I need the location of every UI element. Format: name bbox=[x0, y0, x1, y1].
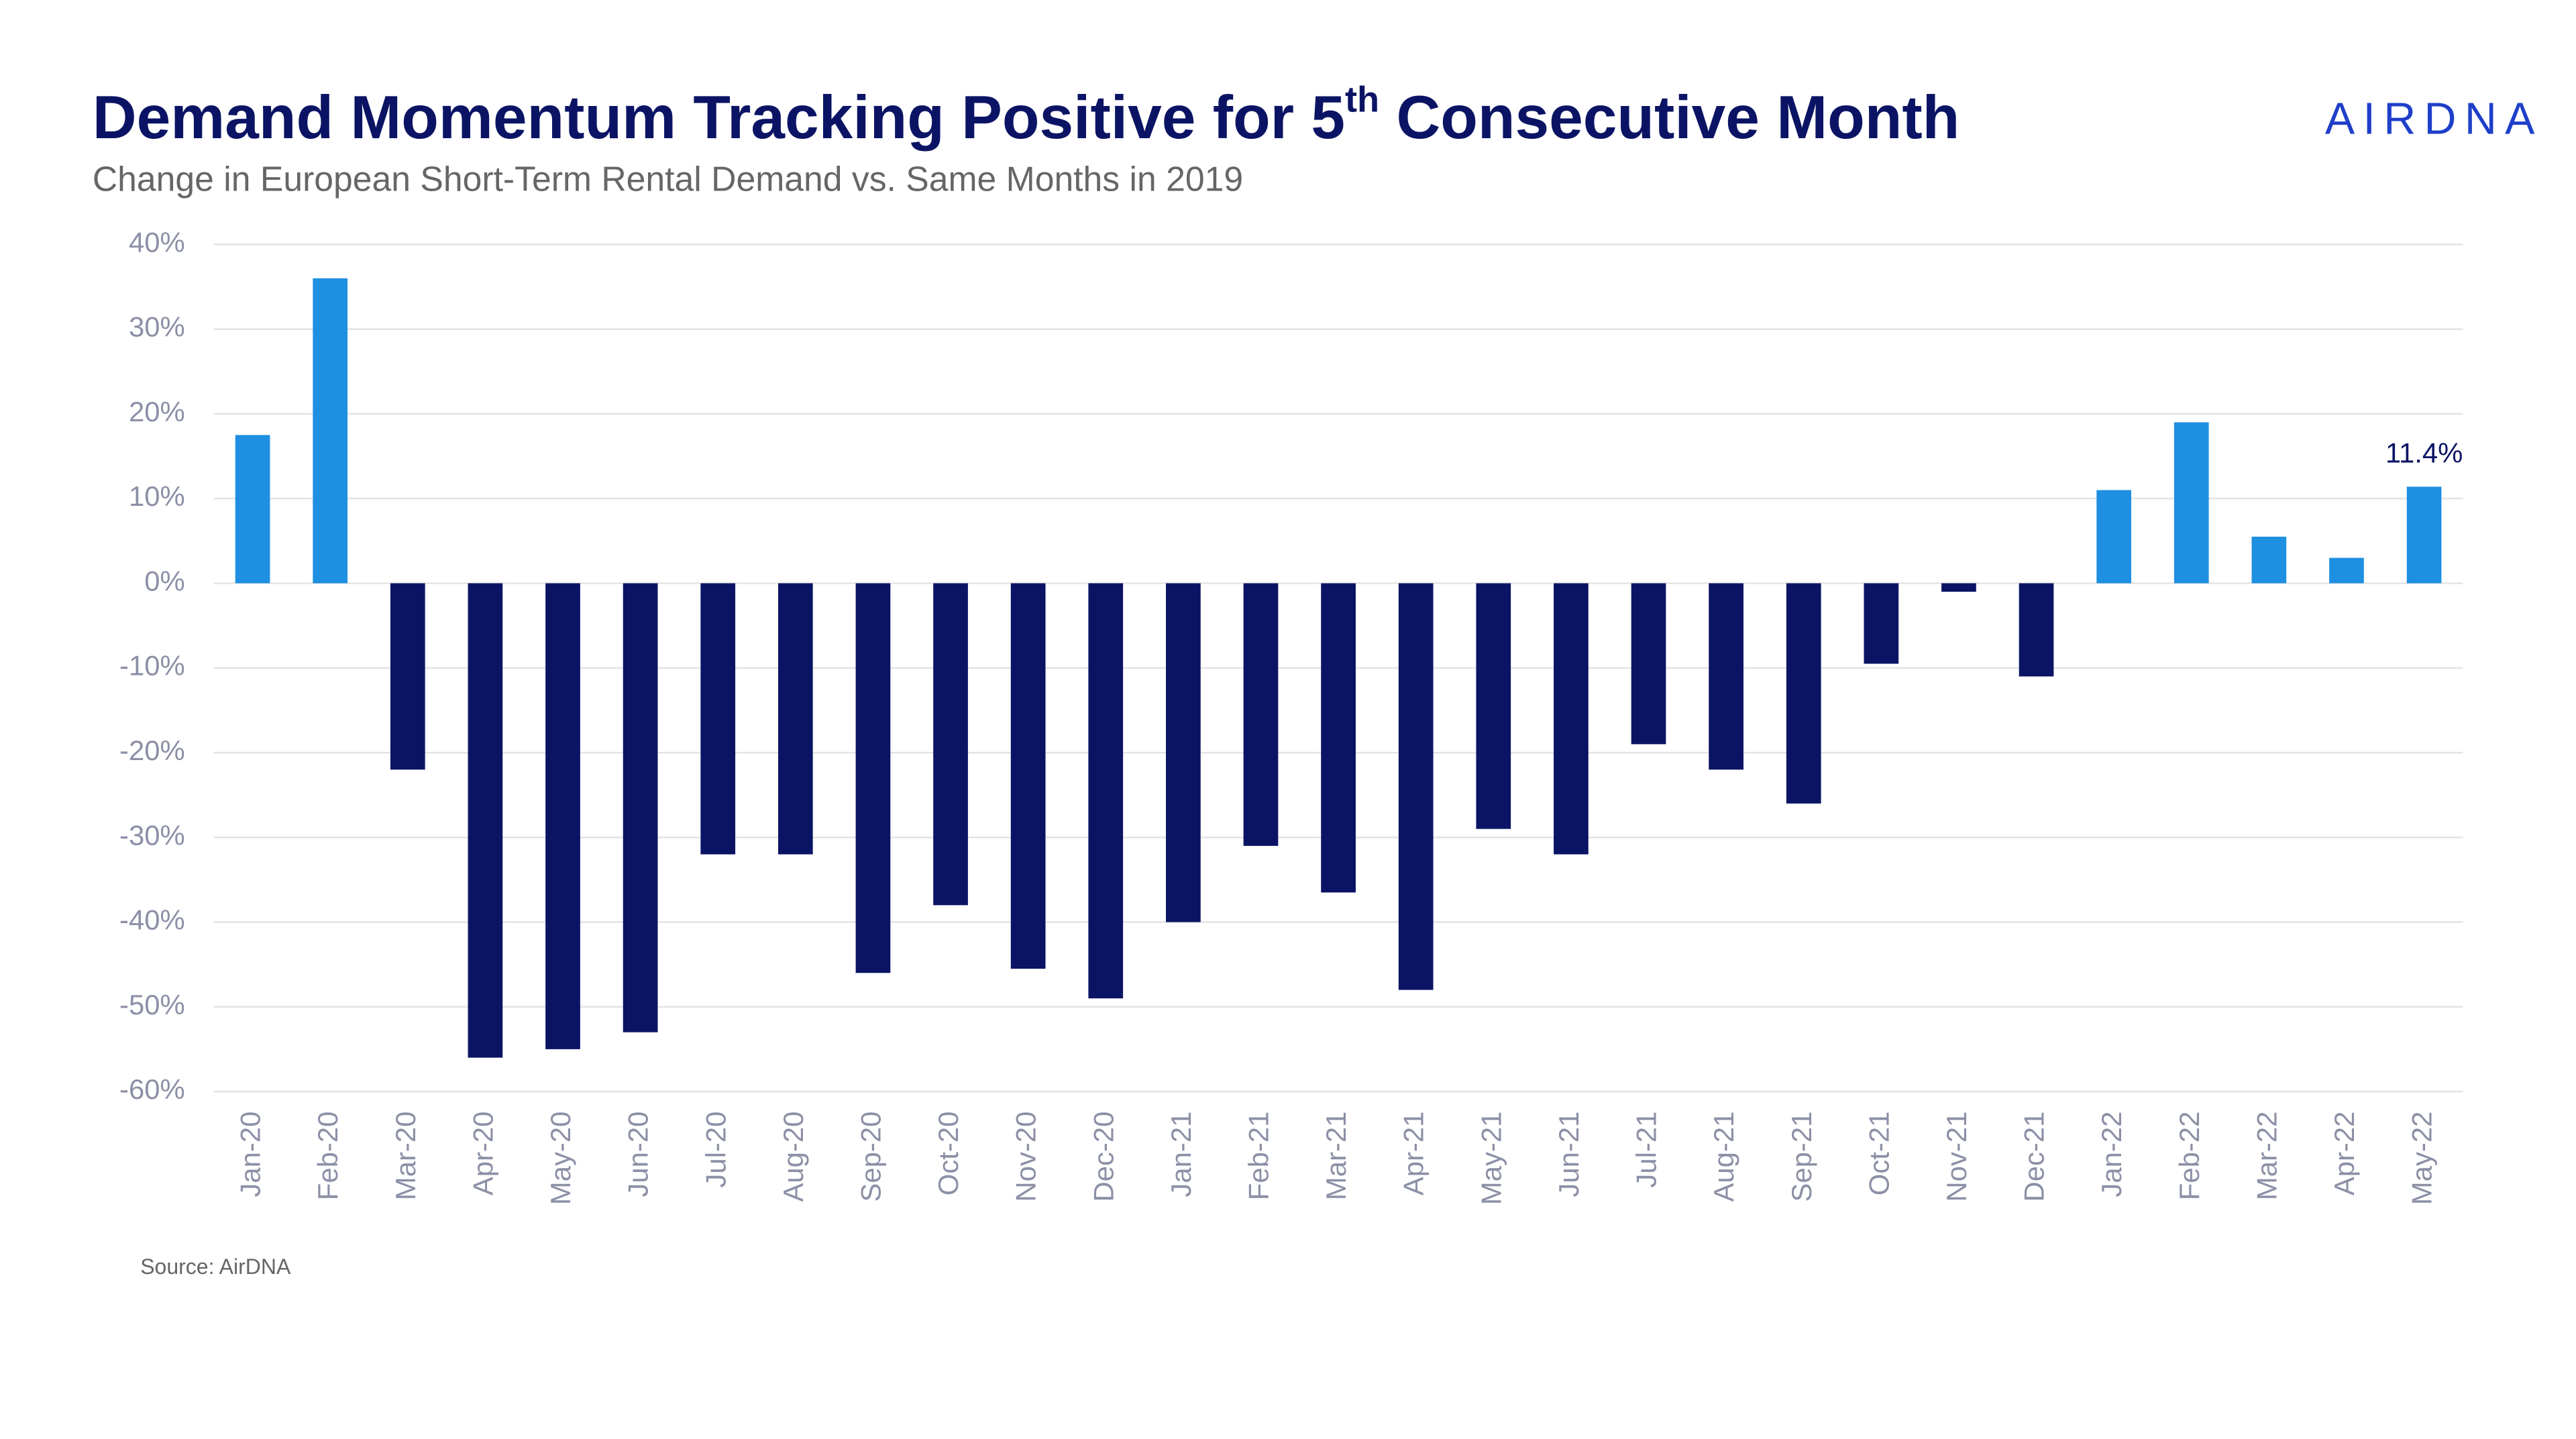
x-tick-label: Oct-21 bbox=[1863, 1112, 1894, 1196]
bar bbox=[1010, 583, 1046, 969]
y-tick-label: 20% bbox=[129, 396, 185, 427]
bar bbox=[545, 583, 580, 1049]
bar bbox=[1864, 583, 1899, 664]
x-tick-label: May-21 bbox=[1475, 1112, 1507, 1205]
bar bbox=[2251, 536, 2287, 584]
bar bbox=[1166, 583, 1201, 922]
y-tick-label: 0% bbox=[144, 565, 184, 596]
y-tick-label: 40% bbox=[129, 226, 185, 258]
bar bbox=[1709, 583, 1743, 770]
x-tick-label: Feb-22 bbox=[2174, 1112, 2205, 1201]
bar bbox=[2406, 486, 2442, 584]
x-tick-label: Jul-20 bbox=[700, 1112, 731, 1188]
bar bbox=[468, 583, 503, 1058]
x-tick-label: Apr-20 bbox=[467, 1112, 498, 1196]
title-text: Consecutive Month bbox=[1379, 84, 1960, 152]
y-tick-label: 30% bbox=[129, 311, 185, 343]
x-tick-label: Jun-21 bbox=[1553, 1112, 1585, 1197]
x-tick-label: Nov-20 bbox=[1010, 1112, 1042, 1202]
bar bbox=[1786, 583, 1821, 804]
x-tick-label: Jun-20 bbox=[623, 1112, 654, 1197]
x-tick-label: Jan-20 bbox=[235, 1112, 266, 1197]
bar bbox=[2096, 490, 2131, 584]
x-tick-label: Apr-21 bbox=[1398, 1112, 1430, 1196]
title-text: Demand Momentum Tracking Positive for 5 bbox=[93, 84, 1345, 152]
bar bbox=[623, 583, 658, 1032]
x-tick-label: Feb-21 bbox=[1243, 1112, 1275, 1201]
x-tick-label: Sep-21 bbox=[1786, 1112, 1817, 1202]
bar bbox=[933, 583, 968, 906]
x-tick-label: May-20 bbox=[545, 1112, 576, 1205]
x-tick-label: Apr-22 bbox=[2328, 1112, 2360, 1196]
chart-title: Demand Momentum Tracking Positive for 5t… bbox=[93, 80, 1960, 152]
bar bbox=[855, 583, 891, 973]
bar bbox=[2019, 583, 2054, 677]
bar bbox=[2174, 422, 2209, 584]
bar bbox=[1476, 583, 1511, 829]
x-tick-label: Nov-21 bbox=[1941, 1112, 1972, 1202]
x-tick-label: Jan-21 bbox=[1165, 1112, 1197, 1197]
y-tick-label: -50% bbox=[119, 989, 185, 1020]
y-tick-label: 10% bbox=[129, 480, 185, 512]
bar bbox=[1631, 583, 1666, 745]
x-tick-label: Mar-21 bbox=[1320, 1112, 1352, 1201]
logo: AIRDNA bbox=[2325, 95, 2543, 144]
x-tick-label: Aug-21 bbox=[1708, 1112, 1739, 1202]
source-note: Source: AirDNA bbox=[140, 1255, 291, 1279]
bar bbox=[1243, 583, 1279, 846]
bar bbox=[1554, 583, 1589, 855]
data-label: 11.4% bbox=[2385, 437, 2463, 469]
y-tick-label: -10% bbox=[119, 650, 185, 682]
bar bbox=[390, 583, 425, 770]
y-tick-label: -20% bbox=[119, 735, 185, 766]
y-tick-label: -40% bbox=[119, 904, 185, 936]
chart-subtitle: Change in European Short-Term Rental Dem… bbox=[93, 159, 1243, 198]
title-superscript: th bbox=[1345, 80, 1379, 120]
y-tick-label: -60% bbox=[119, 1073, 185, 1105]
x-tick-label: Dec-20 bbox=[1087, 1112, 1119, 1202]
bar bbox=[700, 583, 736, 855]
bar bbox=[1088, 583, 1124, 999]
x-tick-label: Feb-20 bbox=[312, 1112, 343, 1201]
x-tick-label: Oct-20 bbox=[932, 1112, 964, 1196]
x-tick-label: Dec-21 bbox=[2019, 1112, 2050, 1202]
bar bbox=[1398, 583, 1434, 990]
bar bbox=[777, 583, 813, 855]
bar bbox=[1321, 583, 1356, 893]
x-tick-label: Jul-21 bbox=[1631, 1112, 1662, 1188]
bar bbox=[235, 435, 270, 584]
x-tick-label: Aug-20 bbox=[777, 1112, 809, 1202]
y-tick-label: -30% bbox=[119, 819, 185, 851]
x-tick-label: Jan-22 bbox=[2096, 1112, 2127, 1197]
bar bbox=[313, 278, 348, 584]
bar bbox=[2329, 557, 2364, 584]
x-tick-label: Mar-22 bbox=[2251, 1112, 2282, 1201]
x-tick-label: May-22 bbox=[2406, 1112, 2438, 1205]
bar bbox=[1941, 583, 1976, 592]
x-tick-label: Sep-20 bbox=[855, 1112, 886, 1202]
x-tick-label: Mar-20 bbox=[390, 1112, 421, 1201]
